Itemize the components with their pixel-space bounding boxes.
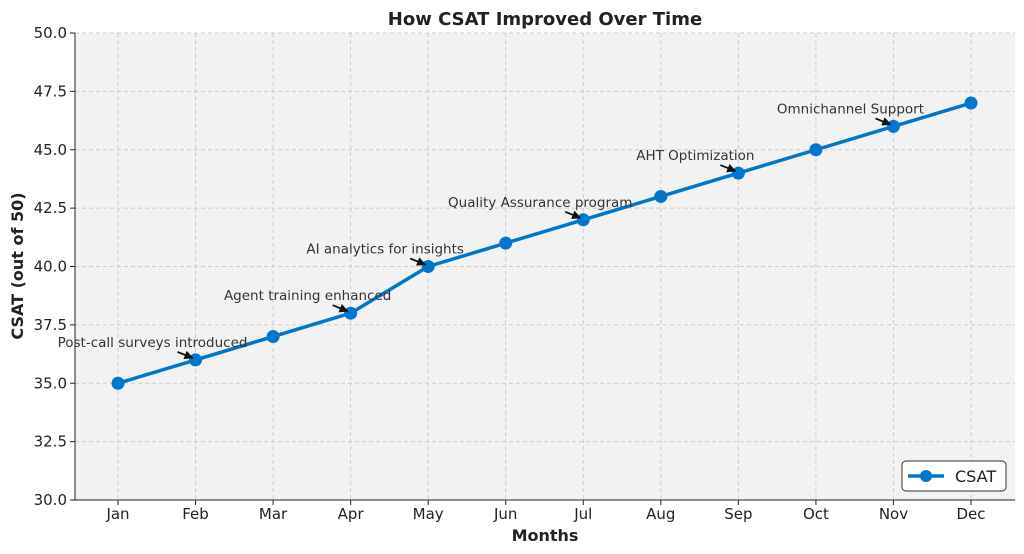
data-point — [886, 119, 900, 133]
x-tick-label: Sep — [724, 505, 752, 523]
annotation-label: AHT Optimization — [636, 148, 754, 164]
data-point — [266, 330, 280, 344]
y-tick-label: 50.0 — [34, 24, 67, 42]
x-tick-label: Nov — [879, 505, 908, 523]
annotation-arrow — [332, 304, 349, 313]
y-tick-label: 35.0 — [34, 374, 67, 392]
data-point — [809, 143, 823, 157]
csat-line — [117, 101, 972, 385]
y-tick-label: 32.5 — [34, 433, 67, 451]
annotation-label: Agent training enhanced — [224, 288, 391, 304]
y-tick-label: 45.0 — [34, 141, 67, 159]
annotation-label: AI analytics for insights — [306, 242, 464, 258]
x-tick-label: May — [413, 505, 444, 523]
y-axis-label: CSAT (out of 50) — [8, 192, 27, 339]
annotation-arrow — [875, 117, 892, 126]
annotation-arrow — [409, 257, 427, 266]
x-tick-label: Mar — [259, 505, 288, 523]
y-tick-label: 40.0 — [34, 258, 67, 276]
annotation-label: Quality Assurance program — [448, 195, 632, 211]
data-point — [964, 96, 978, 110]
legend: CSAT — [901, 460, 1007, 492]
data-point — [654, 189, 668, 203]
y-tick-label: 47.5 — [34, 82, 67, 100]
data-point — [344, 306, 358, 320]
legend-label: CSAT — [955, 467, 996, 486]
annotation-arrow — [177, 350, 194, 360]
data-point — [731, 166, 745, 180]
x-tick-label: Apr — [338, 505, 365, 523]
x-tick-label: Feb — [182, 505, 209, 523]
annotation-arrow — [564, 210, 582, 219]
data-point — [499, 236, 513, 250]
legend-marker — [920, 470, 932, 482]
y-tick-label: 30.0 — [34, 491, 67, 509]
x-tick-label: Oct — [803, 505, 829, 523]
y-tick-label: 37.5 — [34, 316, 67, 334]
annotation-label: Post-call surveys introduced — [58, 335, 248, 351]
y-tick-label: 42.5 — [34, 199, 67, 217]
x-tick-label: Jan — [105, 505, 129, 523]
x-tick-label: Jul — [573, 505, 592, 523]
data-point — [576, 213, 590, 227]
x-tick-label: Dec — [956, 505, 985, 523]
x-tick-label: Aug — [646, 505, 675, 523]
annotation-label: Omnichannel Support — [777, 101, 924, 117]
data-point — [189, 353, 203, 367]
data-point — [111, 376, 125, 390]
annotation-arrow — [720, 163, 737, 173]
x-axis-label: Months — [512, 526, 579, 545]
x-tick-label: Jun — [493, 505, 517, 523]
data-point — [421, 260, 435, 273]
chart-title: How CSAT Improved Over Time — [388, 9, 702, 30]
